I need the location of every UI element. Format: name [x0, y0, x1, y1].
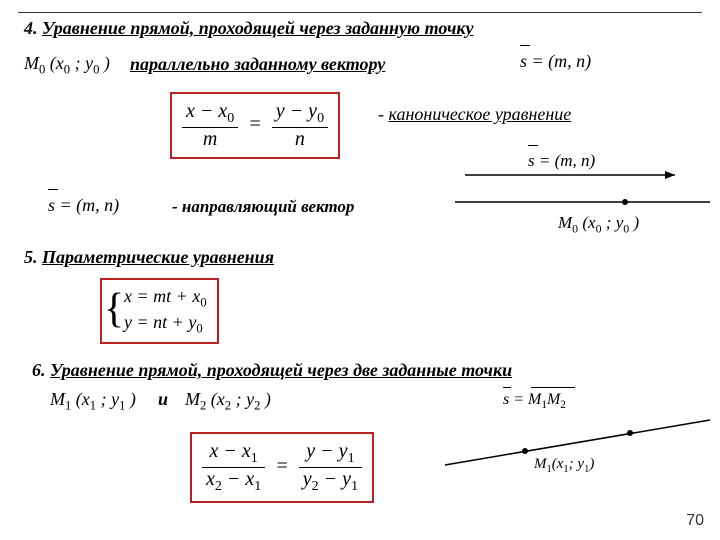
vector-s-diagram: s = (m, n) — [528, 151, 595, 171]
h5-num: 5. — [24, 247, 38, 267]
point-m0: M0 (x0 ; y0 ) — [24, 53, 110, 78]
parametric-equation-box: { x = mt + x0 y = nt + y0 — [100, 278, 219, 344]
point-m1: M1 (x1 ; y1 ) — [50, 389, 136, 414]
page-number: 70 — [686, 512, 704, 530]
point-m2: M2 (x2 ; y2 ) — [185, 389, 271, 414]
h4-num: 4. — [24, 18, 38, 38]
canonical-equation-box: x − x0m = y − y0n — [170, 92, 340, 159]
section5-heading: 5. Параметрические уравнения — [24, 247, 274, 268]
h4-title: Уравнение прямой, проходящей через задан… — [42, 18, 474, 38]
h6-title: Уравнение прямой, проходящей через две з… — [50, 360, 512, 380]
section4-heading: 4. Уравнение прямой, проходящей через за… — [24, 18, 474, 39]
canonical-label: - - каноническое уравнениеканоническое у… — [378, 104, 571, 125]
and-conjunction: и — [158, 389, 168, 410]
direction-vector-label: - направляющий вектор — [172, 197, 354, 217]
h5-title: Параметрические уравнения — [42, 247, 274, 267]
h6-num: 6. — [32, 360, 46, 380]
point-m0-diagram: M0 (x0 ; y0 ) — [558, 213, 639, 236]
vector-s-left: s = (m, n) — [48, 195, 119, 216]
vector-s-m1m2: s = M1M2 — [503, 391, 566, 411]
h4-sub: параллельно заданному вектору — [130, 54, 385, 75]
two-point-equation-box: x − x1x2 − x1 = y − y1y2 − y1 — [190, 432, 374, 503]
vector-s-right: s = (m, n) — [520, 51, 591, 72]
point-m1-diagram: M1(x1; y1) — [534, 456, 594, 475]
section6-heading: 6. Уравнение прямой, проходящей через дв… — [32, 360, 512, 381]
